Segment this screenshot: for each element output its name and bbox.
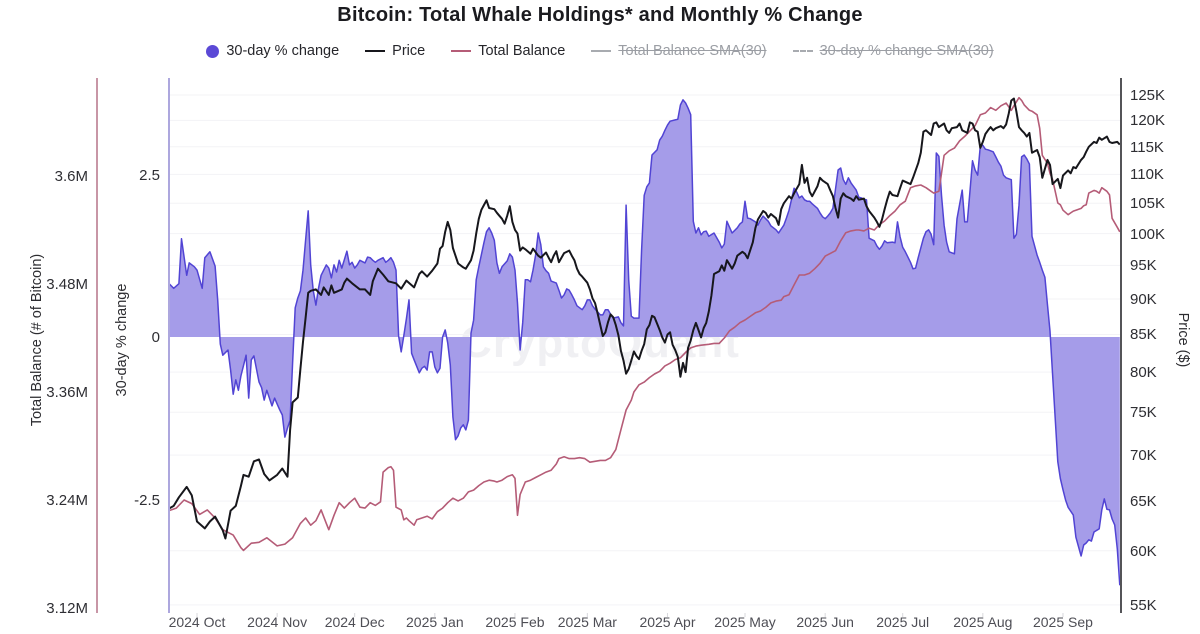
price-axis-title: Price ($)	[1175, 312, 1191, 368]
balance-tick-label: 3.24M	[46, 492, 88, 509]
legend-item-2[interactable]: Total Balance	[451, 43, 565, 59]
legend-label: Total Balance SMA(30)	[618, 43, 767, 59]
balance-tick-label: 3.36M	[46, 384, 88, 401]
price-tick-label: 95K	[1130, 257, 1157, 275]
x-tick-label: 2025 Jul	[876, 614, 930, 630]
pct-change-area	[170, 99, 1120, 586]
x-tick-label: 2024 Oct	[168, 614, 226, 630]
legend: 30-day % change Price Total Balance Total B…	[0, 40, 1200, 62]
balance-axis-title: Total Balance (# of Bitcoin)	[29, 253, 45, 427]
price-tick-label: 90K	[1130, 291, 1157, 308]
price-tick-label: 60K	[1130, 542, 1157, 560]
legend-item-1[interactable]: Price	[365, 43, 425, 59]
pct-tick-label: 2.5	[139, 166, 160, 184]
legend-label: 30-day % change SMA(30)	[819, 43, 994, 59]
x-tick-label: 2024 Dec	[324, 614, 385, 630]
x-tick-label: 2024 Nov	[247, 614, 308, 630]
price-tick-label: 100K	[1130, 225, 1166, 243]
balance-tick-label: 3.12M	[46, 600, 88, 617]
legend-marker-dash-icon	[792, 50, 813, 52]
legend-item-0[interactable]: 30-day % change	[206, 43, 339, 59]
balance-tick-label: 3.6M	[54, 168, 88, 185]
x-tick-label: 2025 Jun	[796, 614, 854, 630]
pct-change-line	[170, 99, 1120, 586]
price-tick-label: 85K	[1130, 326, 1157, 344]
pct-tick-label: 0	[151, 329, 160, 346]
price-tick-label: 115K	[1130, 138, 1164, 156]
price-tick-label: 120K	[1130, 112, 1166, 130]
x-tick-label: 2025 Feb	[485, 614, 545, 630]
legend-item-3[interactable]: Total Balance SMA(30)	[591, 43, 767, 59]
legend-marker-line-icon	[365, 50, 386, 52]
chart-title: Bitcoin: Total Whale Holdings* and Month…	[337, 4, 863, 26]
price-tick-label: 55K	[1130, 596, 1157, 614]
x-tick-label: 2025 Mar	[557, 614, 617, 630]
x-tick-label: 2025 May	[714, 614, 776, 630]
pct-tick-label: -2.5	[134, 491, 160, 509]
price-tick-label: 105K	[1130, 195, 1166, 213]
price-tick-label: 80K	[1130, 364, 1157, 382]
legend-label: 30-day % change	[226, 43, 340, 59]
price-line	[170, 97, 1120, 540]
pct-axis-title: 30-day % change	[114, 283, 130, 397]
legend-marker-dot-icon	[206, 44, 220, 58]
price-tick-label: 110K	[1130, 166, 1164, 184]
x-tick-label: 2025 Jan	[406, 614, 464, 630]
legend-label: Total Balance	[478, 43, 566, 59]
x-tick-label: 2025 Sep	[1032, 614, 1093, 630]
x-tick-label: 2025 Apr	[639, 614, 696, 630]
legend-item-4[interactable]: 30-day % change SMA(30)	[792, 43, 994, 59]
legend-marker-line-icon	[451, 50, 472, 52]
balance-tick-label: 3.48M	[46, 276, 88, 293]
price-tick-label: 65K	[1130, 493, 1157, 511]
x-tick-label: 2025 Aug	[953, 614, 1013, 630]
legend-label: Price	[392, 43, 426, 59]
price-tick-label: 75K	[1130, 404, 1157, 422]
legend-marker-line-icon	[591, 50, 612, 52]
price-tick-label: 125K	[1130, 87, 1166, 104]
price-tick-label: 70K	[1130, 447, 1157, 465]
